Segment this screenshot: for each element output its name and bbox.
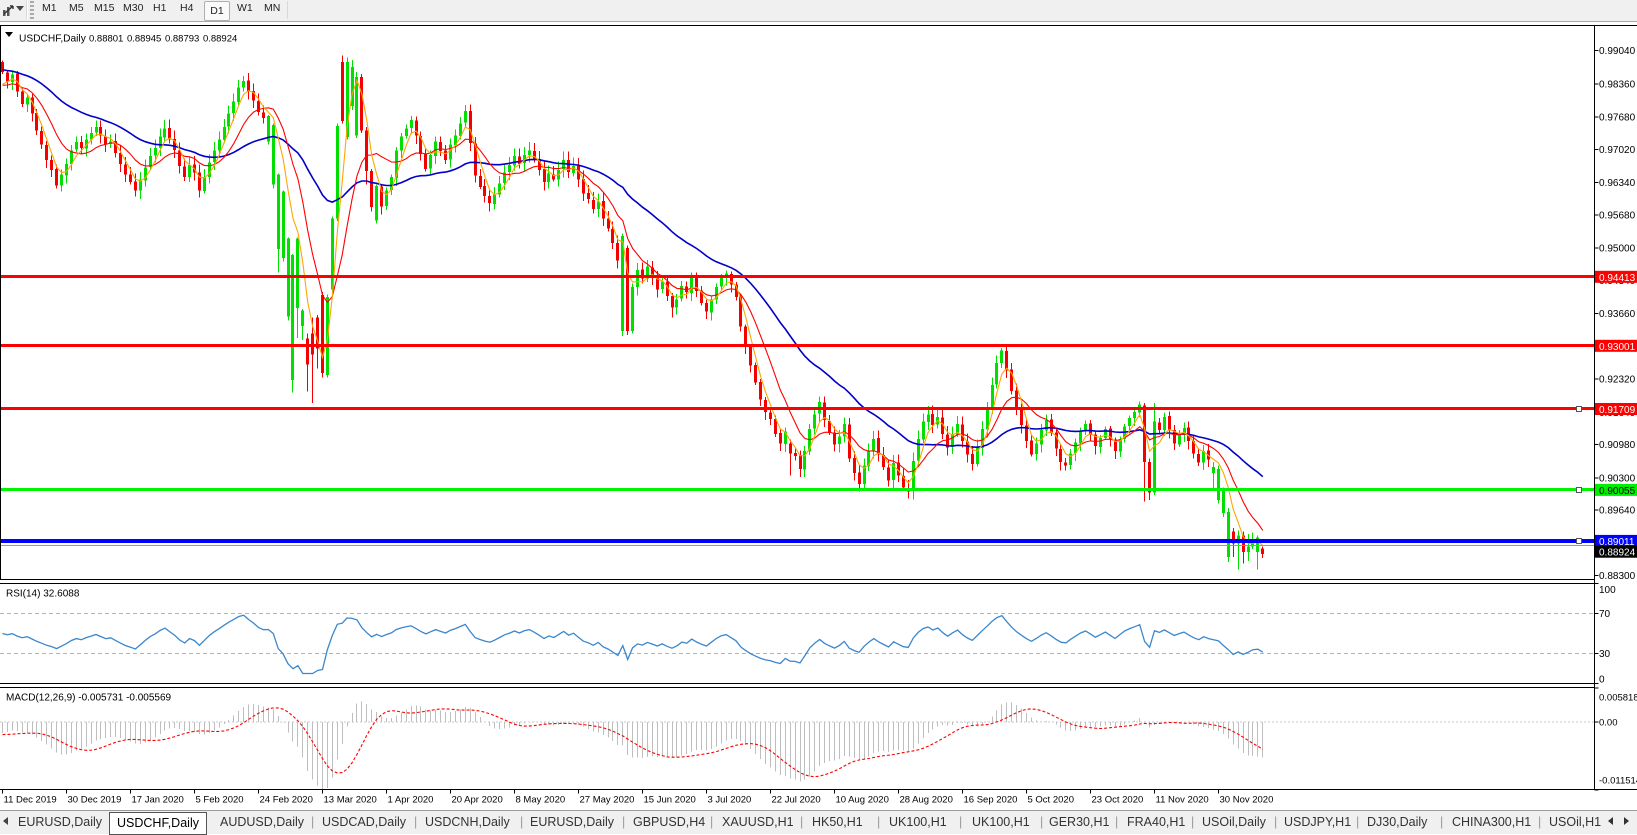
svg-text:27 May 2020: 27 May 2020 [580,795,635,806]
svg-text:0.89011: 0.89011 [1599,537,1635,548]
svg-text:0.93660: 0.93660 [1599,309,1636,320]
svg-text:0.97680: 0.97680 [1599,113,1636,124]
svg-text:0.91709: 0.91709 [1599,405,1636,416]
svg-text:5 Feb 2020: 5 Feb 2020 [196,795,244,806]
svg-text:17 Jan 2020: 17 Jan 2020 [132,795,184,806]
svg-text:0.95000: 0.95000 [1599,244,1636,255]
svg-text:0.90980: 0.90980 [1599,440,1636,451]
svg-text:24 Feb 2020: 24 Feb 2020 [260,795,313,806]
svg-text:0.98360: 0.98360 [1599,79,1636,90]
svg-text:0.88801 0.88945 0.88793 0.8892: 0.88801 0.88945 0.88793 0.88924 [89,34,237,45]
svg-text:0.97020: 0.97020 [1599,145,1636,156]
svg-text:20 Apr 2020: 20 Apr 2020 [452,795,503,806]
svg-text:0.96340: 0.96340 [1599,178,1636,189]
svg-text:0.92320: 0.92320 [1599,375,1636,386]
svg-text:15 Jun 2020: 15 Jun 2020 [644,795,696,806]
svg-text:23 Oct 2020: 23 Oct 2020 [1092,795,1144,806]
svg-text:28 Aug 2020: 28 Aug 2020 [900,795,953,806]
svg-text:0.89640: 0.89640 [1599,506,1636,517]
svg-text:100: 100 [1599,585,1616,596]
svg-text:13 Mar 2020: 13 Mar 2020 [324,795,377,806]
svg-text:30 Nov 2020: 30 Nov 2020 [1220,795,1274,806]
svg-text:1 Apr 2020: 1 Apr 2020 [388,795,434,806]
svg-text:11 Dec 2019: 11 Dec 2019 [4,795,57,806]
svg-text:10 Aug 2020: 10 Aug 2020 [836,795,889,806]
svg-text:MACD(12,26,9) -0.005731 -0.005: MACD(12,26,9) -0.005731 -0.005569 [6,693,172,704]
svg-text:70: 70 [1599,609,1611,620]
svg-text:0.00: 0.00 [1599,718,1618,729]
svg-text:11 Nov 2020: 11 Nov 2020 [1156,795,1209,806]
svg-text:0.88300: 0.88300 [1599,571,1636,582]
svg-text:0.93001: 0.93001 [1599,342,1636,353]
svg-text:0.94413: 0.94413 [1599,273,1636,284]
svg-text:5 Oct 2020: 5 Oct 2020 [1028,795,1074,806]
svg-text:30 Dec 2019: 30 Dec 2019 [68,795,122,806]
svg-text:0.005818: 0.005818 [1599,693,1637,704]
svg-text:RSI(14) 32.6088: RSI(14) 32.6088 [6,589,80,600]
svg-text:0.90300: 0.90300 [1599,473,1636,484]
svg-text:-0.011514: -0.011514 [1599,776,1637,787]
svg-text:0.95680: 0.95680 [1599,210,1636,221]
svg-text:8 May 2020: 8 May 2020 [516,795,566,806]
svg-text:0.88924: 0.88924 [1599,548,1636,559]
svg-text:30: 30 [1599,649,1611,660]
svg-text:0.90055: 0.90055 [1599,486,1636,497]
svg-text:3 Jul 2020: 3 Jul 2020 [708,795,752,806]
svg-text:16 Sep 2020: 16 Sep 2020 [964,795,1018,806]
svg-text:22 Jul 2020: 22 Jul 2020 [772,795,821,806]
svg-text:0.99040: 0.99040 [1599,46,1636,57]
svg-text:USDCHF,Daily: USDCHF,Daily [19,34,87,45]
svg-text:0: 0 [1599,675,1605,686]
